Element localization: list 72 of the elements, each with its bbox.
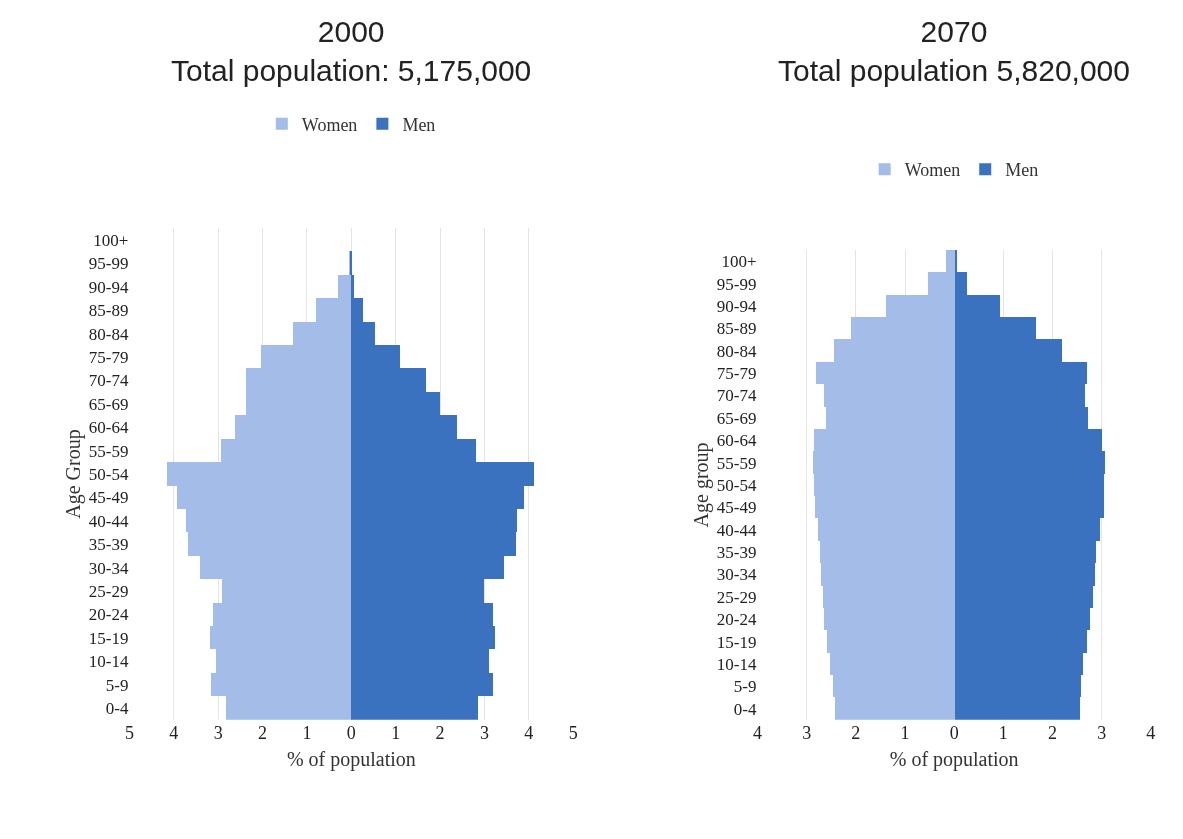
y-tick-label: 25-29 (88, 582, 129, 602)
x-tick-label: 1 (998, 722, 1008, 743)
y-tick-label: 40-44 (716, 520, 758, 540)
x-tick-label: 2 (851, 722, 861, 743)
y-tick-label: 0-4 (105, 699, 129, 719)
y-tick-label: 25-29 (716, 587, 757, 607)
y-tick-label: 90-94 (716, 296, 758, 316)
x-tick-label: 1 (900, 722, 910, 743)
x-tick-label: 3 (213, 722, 223, 743)
y-tick-label: 45-49 (716, 498, 757, 518)
y-tick-label: 5-9 (105, 675, 129, 695)
x-tick-label: 4 (753, 722, 763, 743)
x-tick-label: 2 (435, 722, 445, 743)
y-tick-label: 60-64 (88, 418, 129, 438)
x-tick-label: 3 (479, 722, 489, 743)
y-tick-label: 85-89 (88, 301, 129, 321)
y-tick-label: 100+ (721, 252, 757, 272)
x-tick-label: 3 (802, 722, 812, 743)
x-tick-label: 5 (568, 722, 578, 743)
x-tick-label: 4 (1146, 722, 1156, 743)
x-axis-title: % of population (286, 748, 416, 772)
y-tick-label: 50-54 (88, 464, 129, 484)
x-tick-label: 4 (524, 722, 534, 743)
legend-label: Men (402, 114, 436, 135)
y-tick-label: 5-9 (733, 677, 757, 697)
y-tick-label: 85-89 (716, 319, 757, 339)
y-tick-label: 15-19 (716, 632, 757, 652)
y-tick-label: 0-4 (733, 699, 758, 719)
y-tick-label: 40-44 (88, 511, 129, 531)
y-tick-label: 65-69 (88, 394, 129, 414)
y-axis-title: Age Group (62, 429, 86, 519)
x-tick-label: 1 (302, 722, 312, 743)
y-tick-label: 70-74 (88, 371, 129, 391)
y-tick-label: 80-84 (716, 341, 758, 361)
chart-title: 2070 Total population 5,820,000 (778, 15, 1130, 87)
x-tick-label: 1 (391, 722, 401, 743)
legend-label: Men (1005, 160, 1039, 181)
legend-label: Women (904, 160, 961, 181)
y-tick-label: 30-34 (88, 558, 129, 578)
y-tick-label: 95-99 (716, 274, 757, 294)
y-tick-label: 45-49 (88, 488, 129, 508)
legend-label: Women (301, 114, 358, 135)
x-tick-label: 0 (949, 722, 959, 743)
y-tick-label: 75-79 (716, 364, 757, 384)
x-tick-label: 3 (1097, 722, 1107, 743)
x-tick-label: 5 (124, 722, 134, 743)
y-tick-label: 55-59 (88, 441, 129, 461)
x-axis-title: % of population (889, 748, 1019, 772)
chart-title: 2000 Total population: 5,175,000 (171, 15, 532, 87)
y-tick-label: 75-79 (88, 347, 129, 367)
y-tick-label: 55-59 (716, 453, 757, 473)
y-tick-label: 95-99 (88, 254, 129, 274)
y-tick-label: 90-94 (88, 277, 129, 297)
y-tick-label: 35-39 (716, 543, 757, 563)
y-tick-label: 30-34 (716, 565, 758, 585)
y-tick-label: 65-69 (716, 408, 757, 428)
x-tick-label: 2 (258, 722, 268, 743)
x-tick-label: 4 (169, 722, 179, 743)
y-tick-label: 15-19 (88, 628, 129, 648)
y-tick-label: 10-14 (716, 654, 758, 674)
x-tick-label: 0 (346, 722, 356, 743)
x-tick-label: 2 (1048, 722, 1057, 743)
y-tick-label: 100+ (93, 230, 129, 250)
y-tick-label: 20-24 (716, 610, 758, 630)
y-tick-label: 10-14 (88, 652, 129, 672)
y-tick-label: 60-64 (716, 431, 758, 451)
y-axis-title: Age group (690, 442, 714, 528)
y-tick-label: 20-24 (88, 605, 129, 625)
y-tick-label: 70-74 (716, 386, 758, 406)
y-tick-label: 80-84 (88, 324, 129, 344)
y-tick-label: 35-39 (88, 535, 129, 555)
y-tick-label: 50-54 (716, 475, 758, 495)
